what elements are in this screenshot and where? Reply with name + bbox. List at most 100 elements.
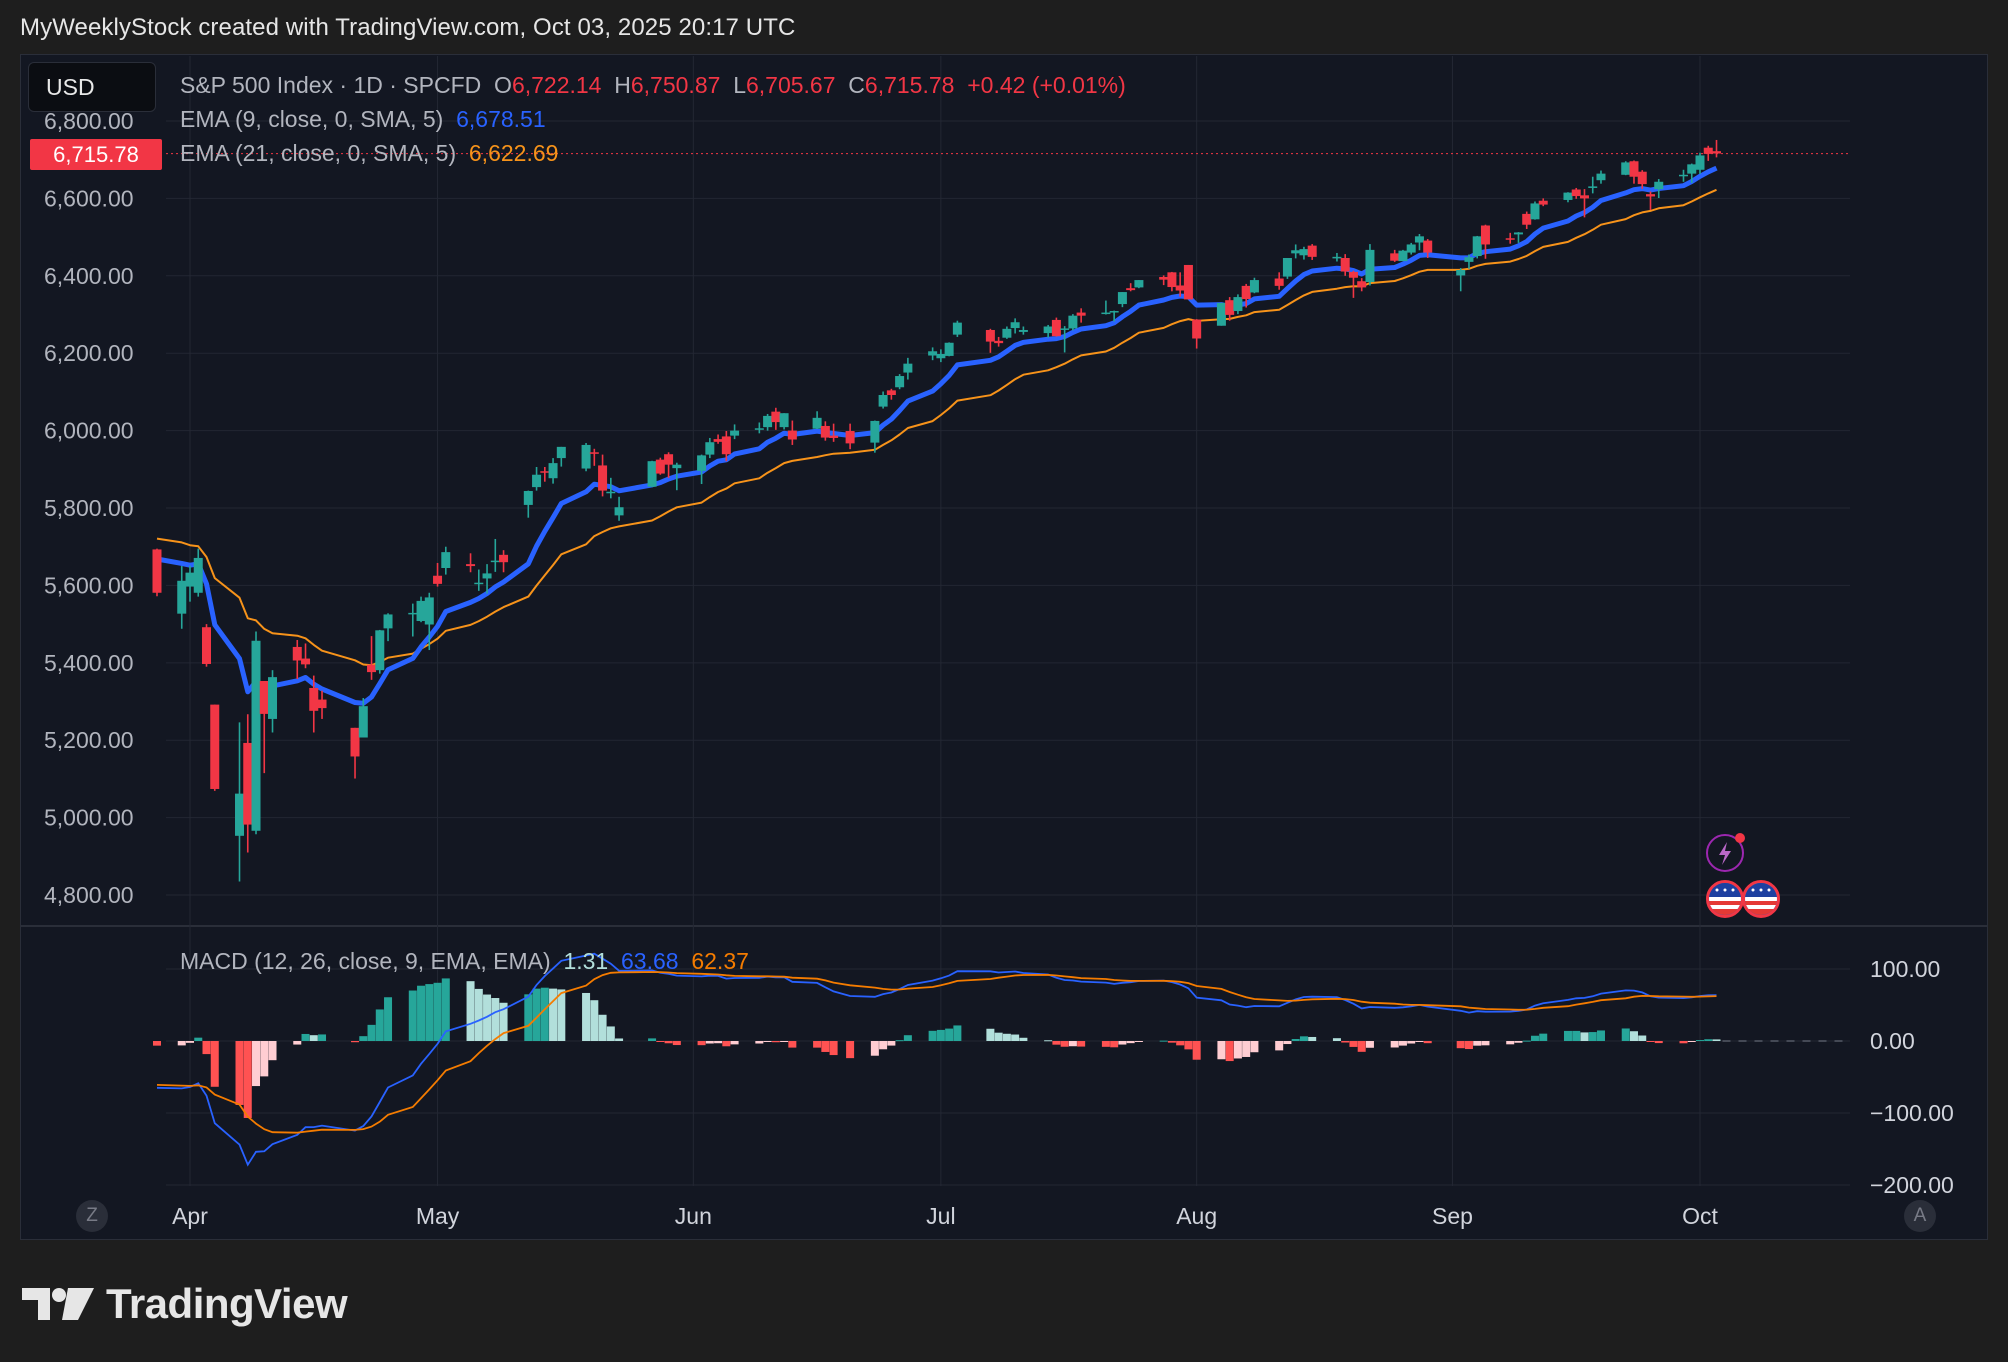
candle-body <box>317 699 327 709</box>
legend-high-label: H <box>614 72 631 98</box>
us-flag-event-icon[interactable] <box>1706 880 1744 918</box>
macd-histogram-bar <box>1646 1041 1655 1042</box>
macd-histogram-bar <box>771 1041 780 1043</box>
candle-body <box>1695 155 1705 170</box>
macd-tick-label: −100.00 <box>1870 1100 1954 1126</box>
candle-body <box>1530 203 1540 220</box>
macd-histogram-bar <box>1233 1041 1242 1059</box>
candle-body <box>1513 232 1523 235</box>
candle-body <box>1282 258 1292 277</box>
macd-histogram-bar <box>532 988 541 1041</box>
macd-histogram-bar <box>1184 1041 1193 1050</box>
macd-histogram-bar <box>722 1041 731 1047</box>
macd-histogram-bar <box>1621 1028 1630 1041</box>
macd-histogram-bar <box>1596 1030 1605 1041</box>
price-tick-label: 5,200.00 <box>44 727 134 753</box>
macd-histogram-bar <box>1629 1031 1638 1041</box>
legend-ema9-value: 6,678.51 <box>456 106 546 132</box>
candle-body <box>1233 297 1243 312</box>
candle-body <box>713 439 723 442</box>
candle-body <box>1068 315 1078 329</box>
candle-body <box>1480 225 1490 245</box>
candle-body <box>1464 257 1474 262</box>
candle-body <box>1563 192 1573 200</box>
macd-histogram-bar <box>1704 1039 1713 1041</box>
candle-body <box>548 463 558 479</box>
candle-body <box>1291 250 1301 254</box>
candle-body <box>903 363 913 373</box>
macd-histogram-bar <box>598 1014 607 1041</box>
price-tick-label: 5,000.00 <box>44 805 134 831</box>
candle-body <box>870 420 880 443</box>
macd-histogram-bar <box>582 992 591 1041</box>
macd-histogram-bar <box>1398 1041 1407 1046</box>
macd-histogram-bar <box>1118 1041 1127 1045</box>
us-flag-event-icon[interactable] <box>1742 880 1780 918</box>
candle-body <box>779 413 789 428</box>
macd-histogram-bar <box>648 1038 657 1041</box>
candle-body <box>820 425 830 438</box>
candle-body <box>1109 311 1119 313</box>
macd-histogram-bar <box>1134 1041 1143 1042</box>
macd-histogram-bar <box>1514 1041 1523 1043</box>
macd-histogram-bar <box>177 1041 186 1046</box>
candle-body <box>177 580 187 614</box>
macd-histogram-bar <box>788 1041 797 1048</box>
lightning-event-icon[interactable] <box>1706 833 1745 872</box>
candle-body <box>1505 238 1515 240</box>
candle-body <box>1018 329 1028 332</box>
currency-button[interactable]: USD <box>28 62 156 112</box>
macd-histogram-bar <box>1275 1041 1284 1051</box>
candle-body <box>202 627 212 664</box>
candle-body <box>1414 236 1424 243</box>
legend-low-label: L <box>733 72 746 98</box>
legend-macd[interactable]: MACD (12, 26, close, 9, EMA, EMA) 1.31 6… <box>180 948 749 975</box>
macd-histogram-bar <box>1002 1033 1011 1041</box>
macd-histogram-bar <box>293 1041 302 1045</box>
candle-body <box>655 459 665 474</box>
brand-name: TradingView <box>106 1280 348 1327</box>
zoom-reset-button[interactable]: Z <box>76 1200 108 1232</box>
legend-symbol[interactable]: S&P 500 Index · 1D · SPCFD <box>180 72 482 98</box>
macd-histogram-bar <box>540 987 549 1041</box>
legend-ema9[interactable]: EMA (9, close, 0, SMA, 5) 6,678.51 <box>180 106 546 133</box>
macd-histogram-bar <box>466 981 475 1041</box>
macd-histogram-bar <box>375 1009 384 1041</box>
macd-histogram-bar <box>730 1041 739 1045</box>
macd-histogram-bar <box>705 1041 714 1044</box>
legend-macd-line: 63.68 <box>621 948 679 974</box>
candle-body <box>367 664 377 673</box>
macd-histogram-bar <box>1060 1041 1069 1047</box>
macd-histogram-bar <box>895 1040 904 1042</box>
macd-tick-label: −200.00 <box>1870 1172 1954 1198</box>
legend-ema21[interactable]: EMA (21, close, 0, SMA, 5) 6,622.69 <box>180 140 558 167</box>
candle-body <box>235 793 245 836</box>
macd-histogram-bar <box>1291 1039 1300 1041</box>
candle-body <box>251 640 261 831</box>
macd-histogram-bar <box>309 1035 318 1041</box>
macd-histogram-bar <box>1522 1040 1531 1042</box>
macd-histogram-bar <box>1464 1041 1473 1050</box>
candlestick-series <box>152 139 1722 882</box>
macd-histogram-bar <box>1588 1032 1597 1041</box>
candle-body <box>1365 249 1375 282</box>
candle-body <box>598 465 608 491</box>
macd-histogram-bar <box>417 985 426 1041</box>
macd-histogram-bar <box>202 1041 211 1055</box>
price-tick-label: 6,600.00 <box>44 185 134 211</box>
macd-histogram-bar <box>986 1028 995 1041</box>
legend-high: 6,750.87 <box>630 72 721 98</box>
auto-scale-button[interactable]: A <box>1904 1200 1936 1232</box>
macd-tick-label: 0.00 <box>1870 1028 1915 1054</box>
candle-body <box>1348 271 1358 278</box>
candle-body <box>1637 171 1647 185</box>
candle-body <box>1398 250 1408 262</box>
candle-body <box>952 322 962 335</box>
legend-ohlc: S&P 500 Index · 1D · SPCFD O6,722.14 H6,… <box>180 72 1126 99</box>
macd-histogram-bar <box>615 1038 624 1041</box>
price-tick-label: 6,800.00 <box>44 108 134 134</box>
candle-body <box>375 630 385 671</box>
candle-body <box>1406 244 1416 253</box>
macd-histogram-bar <box>829 1041 838 1056</box>
